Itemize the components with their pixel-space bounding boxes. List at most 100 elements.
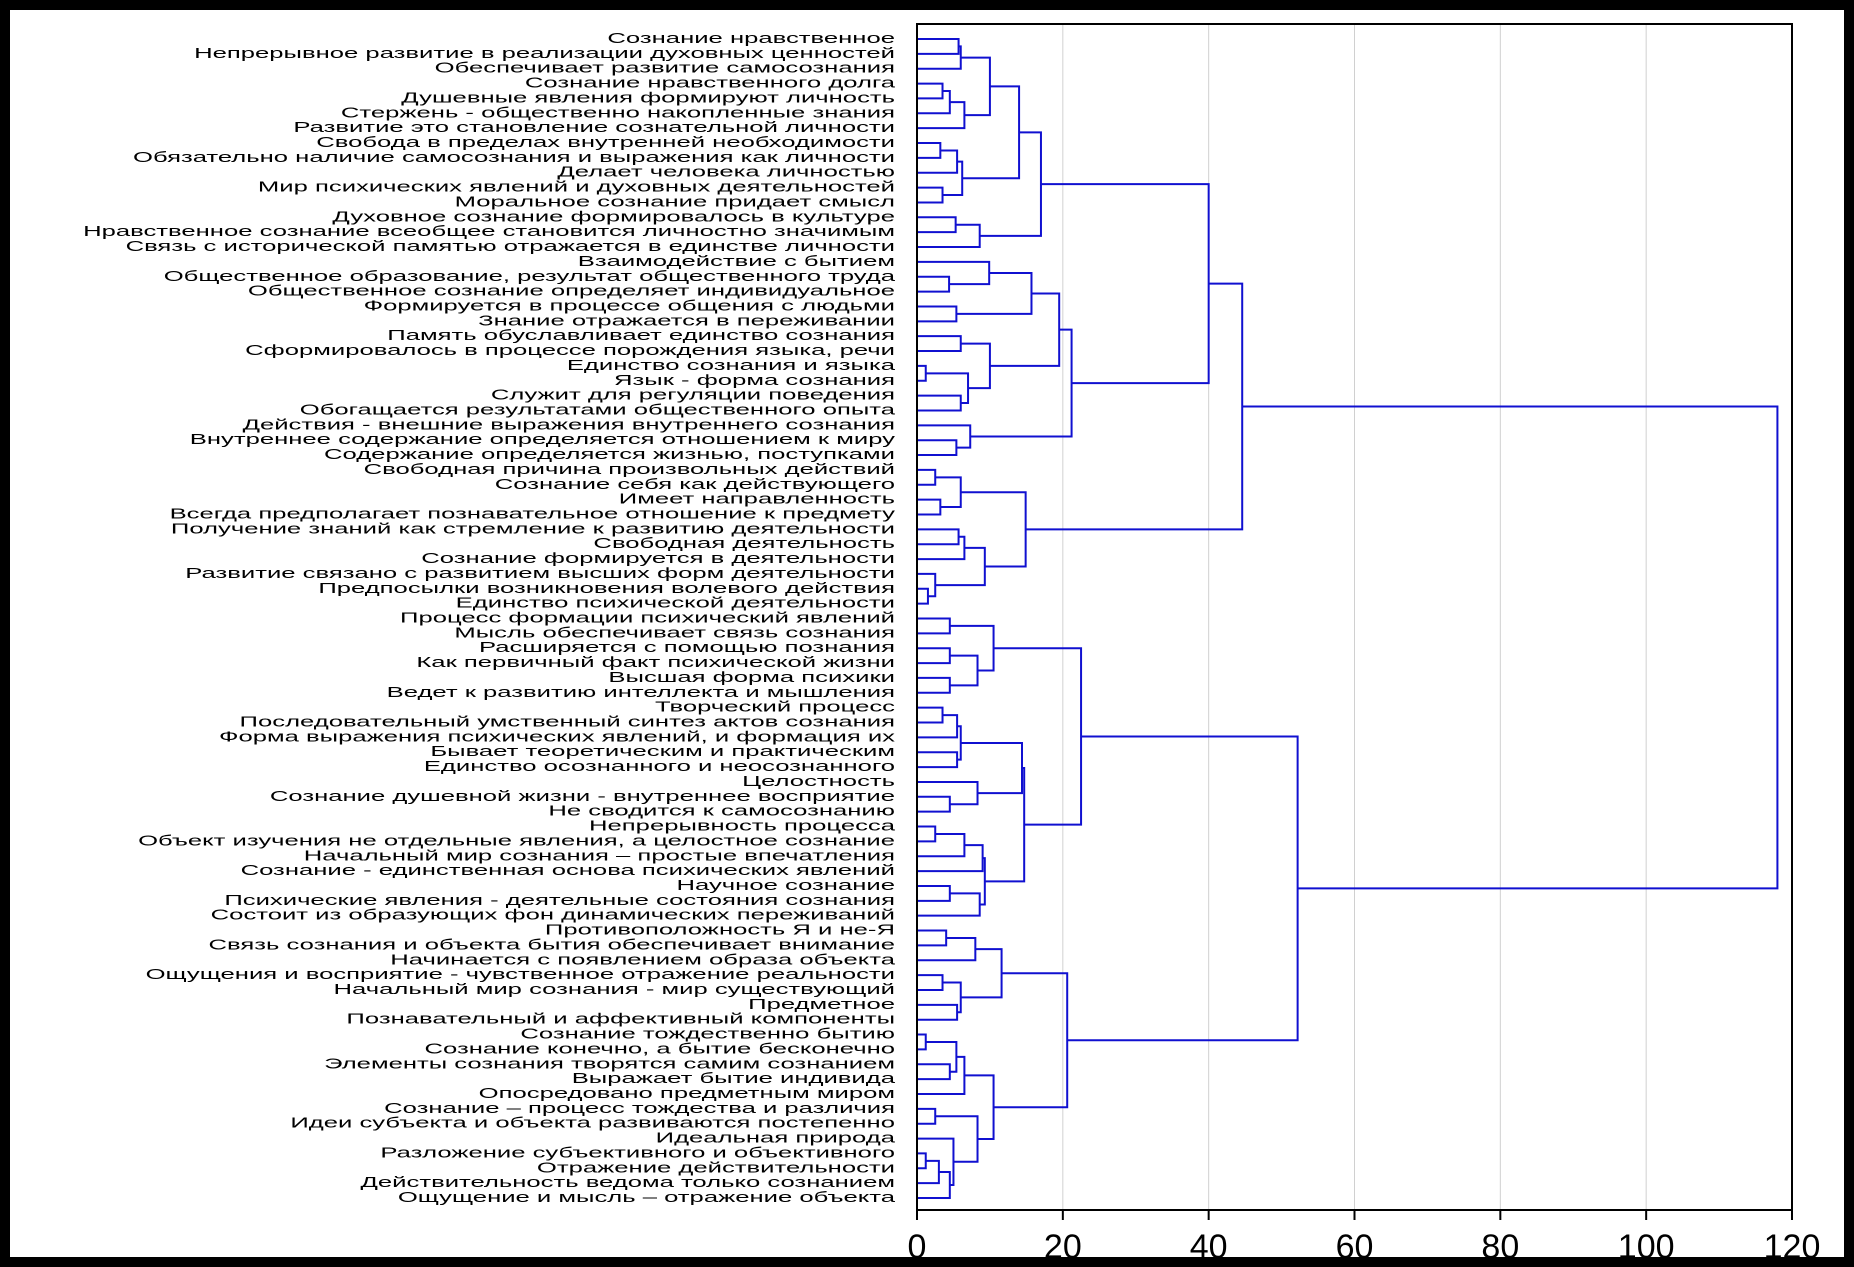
- x-tick-label: 100: [1618, 1228, 1675, 1266]
- leaf-label: Единство сознания и языка: [567, 357, 896, 374]
- leaf-label: Состоит из образующих фон динамических п…: [211, 907, 895, 924]
- leaf-label: Единство осознанного и неосознанного: [424, 758, 895, 775]
- leaf-label: Начальный мир сознания - мир существующи…: [334, 981, 895, 998]
- leaf-label: Внутреннее содержание определяется отнош…: [190, 431, 896, 448]
- leaf-label: Процесс формации психический явлений: [400, 610, 895, 627]
- leaf-label: Элементы сознания творятся самим сознани…: [324, 1055, 895, 1072]
- x-tick-label: 80: [1481, 1228, 1519, 1266]
- leaf-label: Непрерывность процесса: [589, 818, 895, 835]
- leaf-label: Действительность ведома только сознанием: [361, 1174, 895, 1191]
- leaf-label: Психические явления - деятельные состоян…: [224, 892, 895, 909]
- leaf-label: Служит для регуляции поведения: [491, 387, 895, 404]
- leaf-label: Познавательный и аффективный компоненты: [346, 1011, 895, 1028]
- leaf-label: Научное сознание: [676, 877, 895, 894]
- leaf-label: Знание отражается в переживании: [478, 312, 895, 329]
- link: [917, 275, 951, 293]
- leaf-label: Единство психической деятельности: [456, 595, 895, 612]
- leaf-label: Форма выражения психических явлений, и ф…: [219, 728, 896, 745]
- leaf-label: Начальный мир сознания – простые впечатл…: [304, 847, 895, 864]
- leaf-label: Всегда предполагает познавательное отнош…: [170, 506, 896, 523]
- leaf-label: Опосредовано предметным миром: [479, 1085, 895, 1102]
- link: [960, 948, 1003, 999]
- leaf-label: Память обуславливает единство сознания: [387, 327, 895, 344]
- leaf-label: Моральное сознание придает смысл: [455, 193, 895, 210]
- leaf-label: Сознание - единственная основа психическ…: [241, 862, 895, 879]
- leaf-label: Свобода в пределах внутренней необходимо…: [316, 134, 895, 151]
- leaf-label: Не сводится к самосознанию: [548, 803, 895, 820]
- leaf-label: Мир психических явлений и духовных деяте…: [258, 179, 895, 196]
- leaf-label: Ощущения и восприятие - чувственное отра…: [146, 966, 895, 983]
- link: [917, 1137, 955, 1186]
- leaf-label: Развитие связано с развитием высших форм…: [185, 565, 895, 582]
- link: [917, 714, 959, 739]
- leaf-label: Как первичный факт психической жизни: [416, 654, 895, 671]
- leaf-label: Душевные явления формируют личность: [401, 89, 895, 106]
- link: [917, 424, 972, 449]
- leaf-label: Сознание – процесс тождества и различия: [384, 1100, 895, 1117]
- leaf-label: Начинается с появлением образа объекта: [390, 951, 895, 968]
- leaf-label: Сознание нравственного долга: [525, 75, 896, 92]
- leaf-label: Связь с исторической памятью отражается …: [126, 238, 895, 255]
- leaf-label: Общественное сознание определяет индивид…: [248, 283, 895, 300]
- link: [917, 825, 937, 843]
- link: [917, 142, 942, 159]
- link: [917, 149, 959, 174]
- plot-frame: [916, 23, 1793, 1211]
- leaf-label: Последовательный умственный синтез актов…: [240, 714, 895, 731]
- leaf-label: Объект изучения не отдельные явления, а …: [138, 832, 895, 849]
- leaf-label: Разложение субъективного и объективного: [380, 1144, 895, 1161]
- link: [917, 751, 959, 769]
- x-tick-label: 20: [1044, 1228, 1082, 1266]
- leaf-label: Противоположность Я и не-Я: [545, 922, 895, 939]
- link: [917, 223, 981, 249]
- leaf-label: Мысль обеспечивает связь сознания: [454, 624, 895, 641]
- x-tick-label: 0: [908, 1228, 927, 1266]
- leaf-label: Содержание определяется жизнью, поступка…: [324, 446, 895, 463]
- link: [917, 572, 937, 598]
- grid: [916, 24, 1793, 1220]
- leaf-label: Взаимодействие с бытием: [578, 253, 895, 270]
- link: [970, 328, 1073, 438]
- leaf-label: Непрерывное развитие в реализации духовн…: [194, 45, 895, 62]
- leaf-label: Бывает теоретическим и практическим: [430, 743, 895, 760]
- leaf-label: Сознание нравственное: [607, 30, 895, 47]
- leaf-label: Имеет направленность: [619, 491, 895, 508]
- x-tick-label: 120: [1764, 1228, 1821, 1266]
- leaf-label: Обеспечивает развитие самосознания: [435, 60, 895, 77]
- leaf-label: Сознание душевной жизни - внутреннее вос…: [270, 788, 895, 805]
- link: [917, 1107, 937, 1125]
- leaf-label: Стержень - общественно накопленные знани…: [341, 104, 895, 121]
- leaf-label: Делает человека личностью: [557, 164, 895, 181]
- leaf-label: Целостность: [742, 773, 895, 790]
- leaf-label: Формируется в процессе общения с людьми: [364, 297, 895, 314]
- leaf-label: Отражение действительности: [537, 1159, 895, 1176]
- link: [917, 468, 937, 486]
- link: [917, 498, 942, 516]
- leaf-label: Сформировалось в процессе порождения язы…: [245, 342, 895, 359]
- leaf-label: Ощущение и мысль – отражение объекта: [398, 1189, 895, 1206]
- leaf-label: Выражает бытие индивида: [572, 1070, 896, 1087]
- x-tick-label: 60: [1336, 1228, 1374, 1266]
- leaf-label: Сознание тождественно бытию: [520, 1026, 895, 1043]
- leaf-label: Получение знаний как стремление к развит…: [171, 520, 895, 537]
- leaf-label: Развитие это становление сознательной ли…: [293, 119, 895, 136]
- leaf-label: Свободная деятельность: [593, 535, 895, 552]
- leaf-label: Сознание конечно, а бытие бесконечно: [424, 1040, 895, 1057]
- leaf-label: Связь сознания и объекта бытия обеспечив…: [208, 936, 895, 953]
- leaf-label: Предпосылки возникновения волевого дейст…: [318, 580, 895, 597]
- link: [917, 1003, 959, 1021]
- leaf-label: Идеальная природа: [656, 1130, 896, 1147]
- leaf-label: Предметное: [748, 996, 895, 1013]
- links: [917, 38, 1779, 1199]
- link: [1242, 405, 1779, 890]
- leaf-label: Расширяется с помощью познания: [479, 639, 895, 656]
- leaf-label: Идеи субъекта и объекта развиваются пост…: [290, 1115, 895, 1132]
- leaf-label: Язык - форма сознания: [614, 372, 895, 389]
- link: [942, 160, 964, 197]
- leaf-label: Ведет к развитию интеллекта и мышления: [387, 684, 895, 701]
- leaf-label: Общественное образование, результат обще…: [164, 268, 896, 285]
- leaf-label: Творческий процесс: [655, 699, 895, 716]
- leaf-label: Нравственное сознание всеобщее становитс…: [83, 223, 895, 240]
